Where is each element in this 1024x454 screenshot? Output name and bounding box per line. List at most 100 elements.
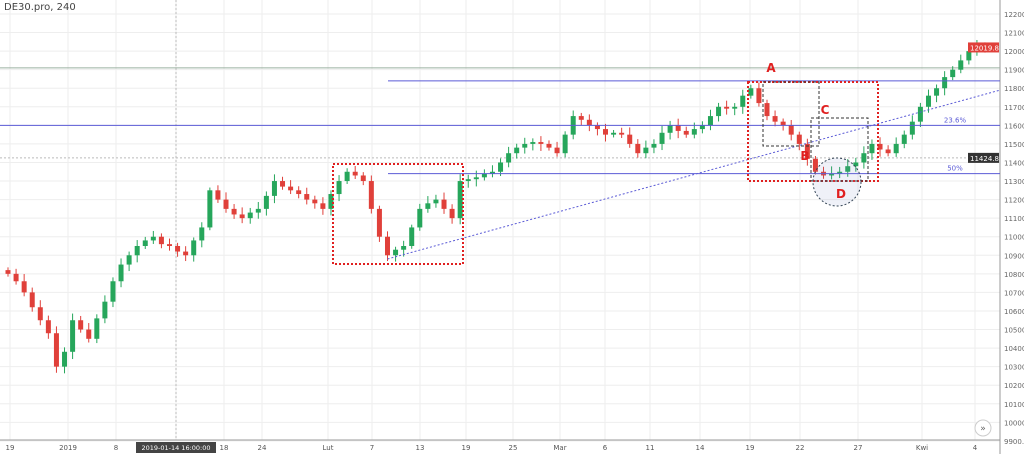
crosshair-time-label: 2019-01-14 16:00:00 <box>141 444 210 452</box>
candle-body <box>498 162 504 172</box>
candle-body <box>126 255 132 265</box>
annotation-label-B: B <box>800 149 809 163</box>
candle-body <box>724 106 730 109</box>
trendline <box>387 89 1001 260</box>
candle-body <box>37 307 43 321</box>
candle-body <box>691 129 697 135</box>
candle-body <box>199 227 205 241</box>
candle-body <box>958 60 964 70</box>
candle-body <box>336 181 342 195</box>
candle-body <box>683 130 689 135</box>
annotation-label-D: D <box>836 187 846 201</box>
x-tick-label: Mar <box>553 444 566 452</box>
candle-body <box>796 134 802 144</box>
scroll-to-end-button[interactable] <box>974 419 992 437</box>
annotation-label-A: A <box>766 61 776 75</box>
y-tick-label: 11800.0 <box>1004 85 1024 93</box>
x-tick-label: 8 <box>114 444 118 452</box>
candle-body <box>21 281 27 293</box>
candle-body <box>384 236 390 256</box>
candle-body <box>368 181 374 209</box>
y-tick-label: 12000.0 <box>1004 48 1024 56</box>
candle-body <box>328 194 334 209</box>
y-tick-label: 10700.0 <box>1004 289 1024 297</box>
candle-body <box>942 77 948 89</box>
candle-body <box>401 246 407 250</box>
candle-body <box>481 173 487 178</box>
candle-body <box>829 173 835 176</box>
candle-body <box>530 142 536 144</box>
candle-body <box>699 125 705 130</box>
candle-body <box>352 171 358 176</box>
candle-body <box>740 95 746 107</box>
y-tick-label: 10000.0 <box>1004 419 1024 427</box>
y-tick-label: 11100.0 <box>1004 215 1024 223</box>
candle-body <box>13 273 19 282</box>
candle-body <box>376 208 382 237</box>
candle-body <box>489 171 495 174</box>
candle-body <box>748 88 754 96</box>
y-tick-label: 12100.0 <box>1004 30 1024 38</box>
x-tick-label: Lut <box>323 444 334 452</box>
candle-body <box>158 236 164 245</box>
x-tick-label: 24 <box>258 444 267 452</box>
candle-body <box>554 147 560 154</box>
y-tick-label: 9900.0 <box>1004 438 1024 446</box>
candle-body <box>643 147 649 154</box>
candle-body <box>441 199 447 209</box>
x-tick-label: 25 <box>509 444 518 452</box>
candle-body <box>110 281 116 302</box>
candle-body <box>546 143 552 148</box>
y-tick-label: 11000.0 <box>1004 234 1024 242</box>
x-tick-label: 22 <box>796 444 805 452</box>
candle-body <box>5 270 11 274</box>
candle-body <box>118 264 124 282</box>
candle-body <box>578 116 584 120</box>
candle-body <box>271 181 277 196</box>
x-tick-label: Kwi <box>916 444 928 452</box>
candle-body <box>53 333 59 367</box>
candle-body <box>457 181 463 219</box>
candle-body <box>562 134 568 154</box>
candle-body <box>869 143 875 154</box>
x-tick-label: 19 <box>6 444 15 452</box>
candle-body <box>788 125 794 135</box>
candle-body <box>191 240 197 256</box>
candle-body <box>756 88 762 104</box>
y-tick-label: 10800.0 <box>1004 271 1024 279</box>
candle-body <box>611 132 617 135</box>
candle-body <box>465 179 471 182</box>
candle-body <box>102 301 108 319</box>
highlight-circle <box>812 157 862 207</box>
candle-body <box>901 134 907 144</box>
candle-body <box>812 158 818 172</box>
candle-body <box>70 320 76 352</box>
x-tick-label: 18 <box>220 444 229 452</box>
candle-body <box>804 143 810 159</box>
y-tick-label: 10500.0 <box>1004 327 1024 335</box>
candle-body <box>675 125 681 131</box>
candle-body <box>183 251 189 256</box>
candle-body <box>966 51 972 61</box>
candle-body <box>344 171 350 182</box>
x-tick-label: 19 <box>462 444 471 452</box>
candle-body <box>667 125 673 133</box>
y-tick-label: 11900.0 <box>1004 67 1024 75</box>
candle-body <box>934 88 940 96</box>
crosshair-price-label: 11424.8 <box>970 155 999 163</box>
x-tick-label: 6 <box>603 444 608 452</box>
candle-body <box>78 320 84 330</box>
candle-body <box>62 351 68 367</box>
candle-body <box>514 147 520 154</box>
candle-body <box>506 153 512 163</box>
candle-body <box>239 214 245 219</box>
candle-body <box>288 186 294 191</box>
pattern-box <box>762 81 820 147</box>
x-tick-label: 2019 <box>59 444 77 452</box>
x-tick-label: 14 <box>696 444 705 452</box>
scroll-to-end-icon[interactable]: » <box>980 424 986 434</box>
last-price-label: 12019.8 <box>970 44 999 52</box>
candle-body <box>772 116 778 122</box>
